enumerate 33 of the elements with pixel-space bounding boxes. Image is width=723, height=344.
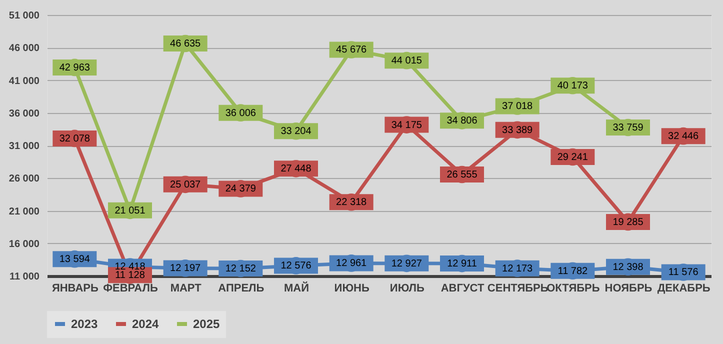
x-tick-label: НОЯБРЬ xyxy=(604,282,652,294)
x-tick-label: АВГУСТ xyxy=(440,282,484,294)
y-tick-label: 41 000 xyxy=(8,76,40,87)
y-tick-label: 26 000 xyxy=(8,174,40,185)
y-tick-label: 11 000 xyxy=(9,272,40,282)
x-tick-label: АПРЕЛЬ xyxy=(218,282,264,294)
legend-label: 2024 xyxy=(132,317,160,331)
data-label: 33 389 xyxy=(502,124,534,136)
x-tick-label: ЯНВАРЬ xyxy=(52,282,98,294)
data-label: 24 379 xyxy=(225,184,256,195)
x-tick-label: ИЮЛЬ xyxy=(390,282,424,294)
legend-label: 2023 xyxy=(71,317,98,331)
x-tick-label: ОКТЯБРЬ xyxy=(546,282,600,294)
data-label: 32 078 xyxy=(59,133,90,144)
data-label: 12 152 xyxy=(225,263,256,274)
data-label: 13 594 xyxy=(59,254,90,266)
x-tick-label: ФЕВРАЛЬ xyxy=(103,282,158,294)
data-label: 12 173 xyxy=(502,263,534,274)
data-label: 36 006 xyxy=(225,108,256,119)
x-tick-label: ИЮНЬ xyxy=(334,282,370,294)
y-tick-label: 16 000 xyxy=(8,238,40,250)
x-tick-label: ДЕКАБРЬ xyxy=(657,282,710,294)
y-tick-label: 51 000 xyxy=(8,10,40,22)
legend-label: 2025 xyxy=(193,317,220,331)
y-tick-label: 21 000 xyxy=(8,206,40,218)
x-tick-label: СЕНТЯБРЬ xyxy=(487,282,548,294)
y-tick-label: 31 000 xyxy=(8,141,40,152)
x-tick-label: МАРТ xyxy=(170,282,202,294)
y-tick-label: 46 000 xyxy=(8,43,40,54)
data-label: 42 963 xyxy=(59,62,90,74)
data-label: 37 018 xyxy=(502,101,534,112)
x-tick-label: МАЙ xyxy=(284,282,310,294)
y-tick-label: 36 000 xyxy=(8,108,40,120)
